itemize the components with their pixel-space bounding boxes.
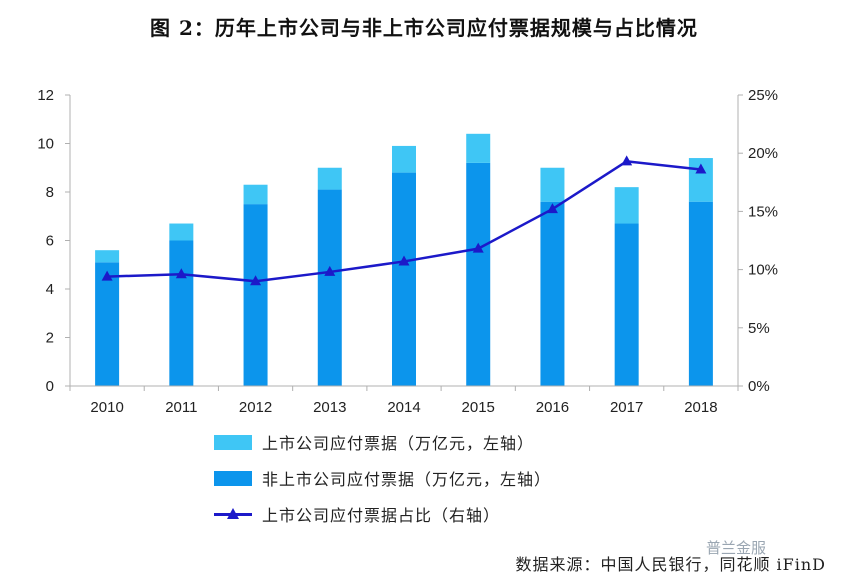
ratio-point-2015 [472,242,484,253]
x-tick-label-2010: 2010 [90,399,123,416]
right-tick-label-5: 25% [748,87,778,104]
right-tick-label-0: 0% [748,378,770,395]
x-tick-label-2017: 2017 [610,399,643,416]
right-tick-label-2: 10% [748,262,778,279]
legend: 上市公司应付票据（万亿元，左轴） 非上市公司应付票据（万亿元，左轴） 上市公司应… [214,432,551,540]
ratio-point-2016 [546,203,558,214]
x-tick-label-2016: 2016 [536,399,569,416]
bar-listed-2010 [95,250,120,263]
legend-swatch-unlisted [214,470,252,486]
left-tick-label-4: 4 [46,281,54,298]
bar-listed-2016 [540,167,565,202]
left-tick-label-12: 12 [37,87,54,104]
x-tick-label-2014: 2014 [387,399,420,416]
left-tick-label-8: 8 [46,184,54,201]
bar-listed-2017 [614,187,639,224]
legend-label-listed: 上市公司应付票据（万亿元，左轴） [262,434,535,453]
combo-chart: 0 2 4 6 8 10 12 0% 5% 10% 15% 20% 25% 2010 2011 2012 201… [37,87,778,416]
left-tick-label-0: 0 [46,378,54,395]
bar-unlisted-2014 [392,172,416,386]
legend-item-ratio: 上市公司应付票据占比（右轴） [214,504,551,525]
x-tick-label-2011: 2011 [165,399,197,416]
left-tick-label-6: 6 [46,233,54,250]
ratio-point-2012 [250,275,262,286]
x-tick-label-2015: 2015 [462,399,495,416]
bar-unlisted-2016 [540,201,565,386]
source-note: 数据来源：中国人民银行，同花顺 iFinD [515,555,826,574]
ratio-point-2013 [324,265,336,276]
right-tick-label-1: 5% [748,320,770,337]
legend-item-listed: 上市公司应付票据（万亿元，左轴） [214,432,551,453]
watermark: 普兰金服 [706,539,767,557]
legend-label-unlisted: 非上市公司应付票据（万亿元，左轴） [262,470,552,489]
legend-swatch-listed [214,434,252,450]
legend-item-unlisted: 非上市公司应付票据（万亿元，左轴） [214,468,552,489]
ratio-point-2017 [621,155,633,166]
x-tick-label-2012: 2012 [239,399,272,416]
ratio-point-2010 [101,270,113,281]
ratio-point-2011 [175,268,187,279]
bar-group [95,133,713,386]
bar-listed-2015 [466,133,491,163]
bar-unlisted-2013 [317,189,342,386]
x-tick-label-2013: 2013 [313,399,346,416]
legend-swatch-ratio [214,507,252,522]
ratio-point-2014 [398,255,410,266]
ratio-point-2018 [695,163,707,174]
bar-unlisted-2011 [169,240,194,386]
axes: 0 2 4 6 8 10 12 0% 5% 10% 15% 20% 25% 2010 2011 2012 201… [37,87,778,416]
ratio-line-group [101,155,707,286]
right-tick-label-4: 20% [748,145,778,162]
bar-unlisted-2010 [95,262,120,386]
bar-unlisted-2018 [688,201,713,386]
bar-listed-2013 [317,167,342,190]
chart-title: 图 2：历年上市公司与非上市公司应付票据规模与占比情况 [150,16,698,40]
bar-unlisted-2017 [614,223,639,386]
bar-listed-2011 [169,223,194,241]
left-tick-label-10: 10 [37,136,54,153]
bar-unlisted-2015 [466,162,491,386]
x-tick-label-2018: 2018 [684,399,717,416]
bar-listed-2014 [392,145,416,173]
left-tick-label-2: 2 [46,330,54,347]
legend-label-ratio: 上市公司应付票据占比（右轴） [262,506,501,525]
bar-unlisted-2012 [243,204,268,386]
right-tick-label-3: 15% [748,203,778,220]
bar-listed-2012 [243,184,268,205]
